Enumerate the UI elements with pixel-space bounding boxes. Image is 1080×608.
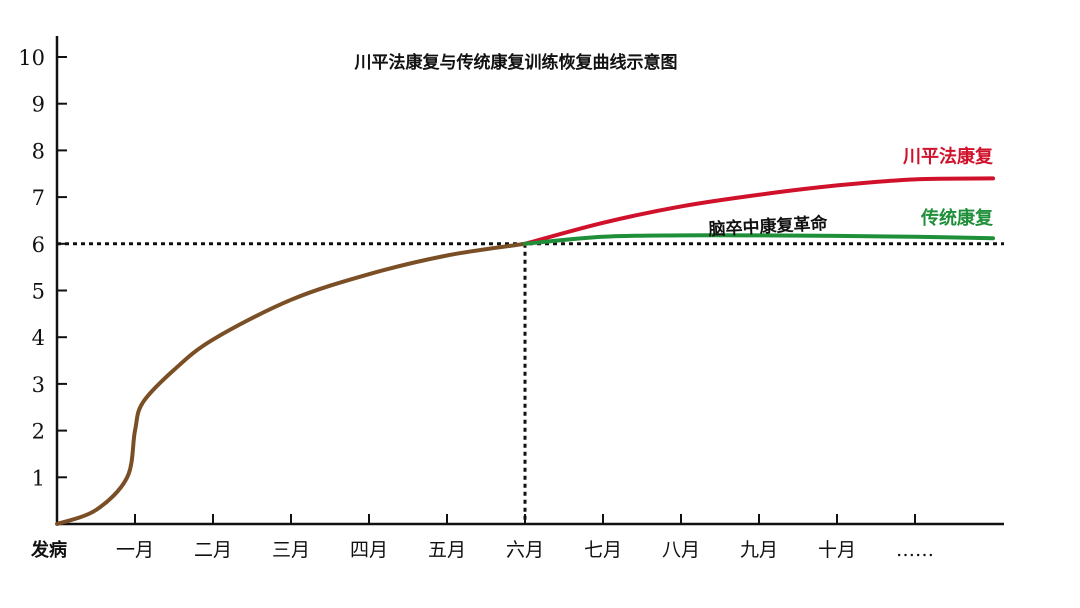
series-line-chuanping	[523, 176, 995, 246]
series-label: 川平法康复	[902, 145, 994, 167]
series-lines	[55, 176, 995, 526]
chart-title: 川平法康复与传统康复训练恢复曲线示意图	[354, 52, 678, 73]
x-tick-label: ……	[896, 539, 934, 561]
y-tick-label: 2	[32, 420, 45, 444]
reference-lines	[57, 242, 1004, 524]
series-label: 传统康复	[920, 207, 994, 229]
x-tick-label: 发病	[30, 539, 67, 561]
y-tick-label: 5	[32, 280, 45, 304]
y-tick-label: 6	[32, 233, 45, 257]
x-tick-label: 一月	[116, 539, 154, 561]
x-tick-label: 五月	[428, 539, 466, 561]
y-tick-label: 9	[32, 93, 45, 117]
y-tick-label: 4	[32, 326, 45, 350]
x-tick-label: 十月	[818, 539, 856, 561]
x-tick-label: 六月	[506, 539, 544, 561]
y-tick-label: 1	[32, 466, 45, 490]
y-tick-label: 8	[32, 139, 45, 163]
y-tick-label: 3	[32, 373, 45, 397]
y-tick-label: 7	[32, 186, 45, 210]
x-tick-label: 二月	[194, 539, 232, 561]
series-line-traditional	[523, 233, 995, 246]
series-line-base	[55, 241, 527, 526]
axes: 1 2 3 4 5 6 7 8 9 10 发病 一月 二月 三月 四月 五月 六月 七月 八月 九月 十月 ……	[18, 36, 1004, 561]
x-tick-label: 七月	[584, 539, 622, 561]
x-tick-label: 三月	[272, 539, 310, 561]
x-tick-label: 九月	[740, 539, 778, 561]
y-tick-label: 10	[18, 46, 45, 70]
x-tick-label: 八月	[662, 539, 700, 561]
x-tick-label: 四月	[350, 539, 388, 561]
